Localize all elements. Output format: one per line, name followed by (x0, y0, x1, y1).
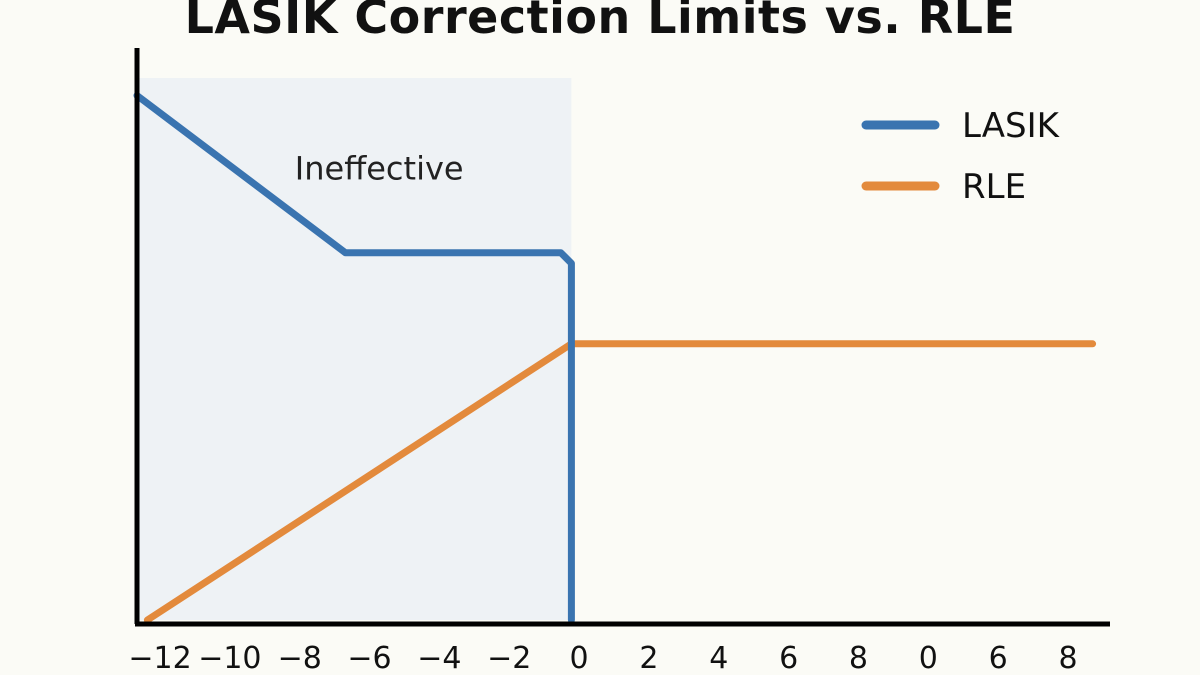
ineffective-region (137, 78, 572, 620)
x-tick-label: −12 (128, 641, 191, 675)
legend-label-rle: RLE (962, 167, 1026, 207)
x-tick-label: 6 (989, 641, 1008, 675)
x-tick-label: 8 (849, 641, 868, 675)
x-tick-label: 2 (639, 641, 658, 675)
x-tick-labels: −12 −10 −8 −6 −4 −2 0 2 4 6 8 0 6 8 (128, 641, 1077, 675)
legend-label-lasik: LASIK (962, 106, 1061, 146)
x-tick-label: 0 (570, 641, 589, 675)
ineffective-region-label: Ineffective (295, 149, 464, 187)
legend: LASIK RLE (861, 106, 1061, 207)
x-tick-label: −2 (487, 641, 531, 675)
x-tick-label: −6 (347, 641, 391, 675)
x-tick-label: −10 (198, 641, 261, 675)
shaded-region-layer: Ineffective (137, 78, 572, 620)
chart-title: LASIK Correction Limits vs. RLE (184, 0, 1016, 44)
series-layer (133, 92, 1097, 624)
x-tick-label: 4 (709, 641, 728, 675)
x-tick-label: 8 (1058, 641, 1077, 675)
series-line-lasik (133, 92, 575, 624)
x-tick-label: −8 (278, 641, 322, 675)
axes-layer (134, 48, 1110, 627)
x-tick-label: 6 (779, 641, 798, 675)
x-tick-label: −4 (417, 641, 461, 675)
x-tick-label: 0 (919, 641, 938, 675)
